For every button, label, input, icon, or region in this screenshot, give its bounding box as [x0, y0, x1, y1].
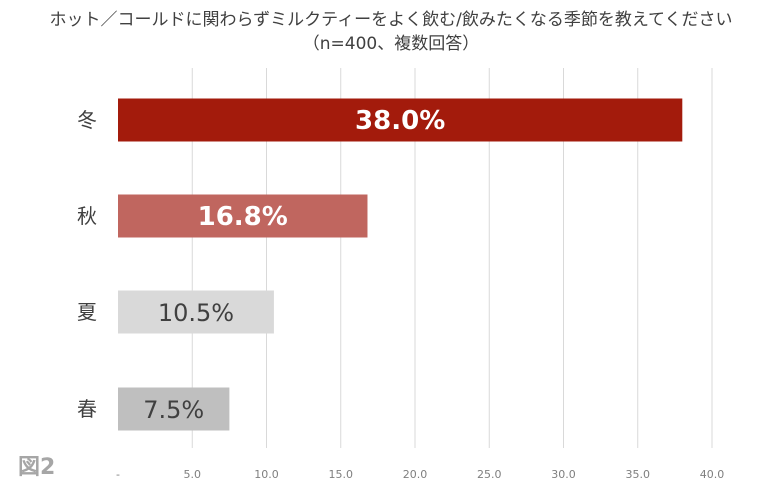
x-tick-label: 40.0 — [700, 468, 725, 481]
data-label: 10.5% — [158, 299, 234, 327]
category-label: 冬 — [77, 108, 97, 132]
category-label: 秋 — [77, 204, 97, 228]
bar — [118, 387, 230, 431]
x-tick-label: 15.0 — [329, 468, 354, 481]
category-label: 春 — [77, 397, 97, 421]
data-label: 7.5% — [143, 396, 204, 424]
bar — [118, 194, 368, 238]
x-tick-label: 25.0 — [477, 468, 502, 481]
x-tick-label: 10.0 — [254, 468, 279, 481]
bar — [118, 98, 683, 142]
chart-title: ホット／コールドに関わらずミルクティーをよく飲む/飲みたくなる季節を教えてくださ… — [49, 10, 733, 30]
x-tick-label: 20.0 — [403, 468, 428, 481]
x-tick-label: 35.0 — [626, 468, 651, 481]
bar — [118, 290, 274, 334]
x-tick-label: - — [116, 468, 120, 481]
data-label: 16.8% — [198, 202, 288, 232]
chart-subtitle: （n=400、複数回答） — [302, 34, 480, 54]
data-label: 38.0% — [355, 106, 445, 136]
x-tick-label: 30.0 — [551, 468, 576, 481]
x-tick-label: 5.0 — [184, 468, 202, 481]
category-label: 夏 — [77, 300, 97, 324]
figure-label: 図2 — [18, 455, 56, 480]
